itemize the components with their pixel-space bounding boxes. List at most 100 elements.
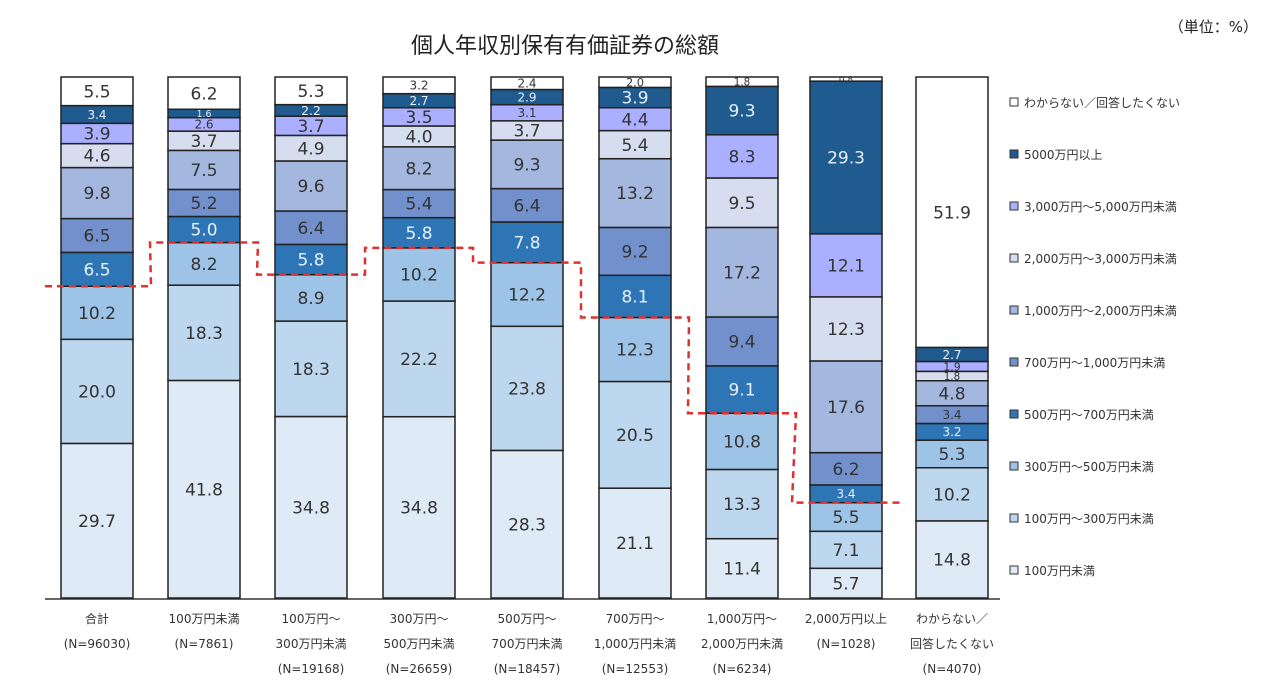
category-label: わからない／ — [916, 612, 988, 626]
bar-segment — [60, 217, 134, 254]
legend-label: 500万円～700万円未満 — [1024, 408, 1154, 422]
data-label: 9.1 — [728, 381, 755, 401]
data-label: 20.5 — [616, 426, 654, 446]
bar-segment — [705, 412, 779, 471]
legend-swatch — [1009, 253, 1019, 263]
bar-segment — [705, 365, 779, 414]
data-label: 2.7 — [942, 348, 961, 362]
data-label: 3.2 — [409, 79, 428, 93]
category-label: (N=26659) — [386, 662, 453, 676]
data-label: 5.4 — [405, 195, 432, 215]
bar-segment — [274, 160, 348, 212]
legend-label: 3,000万円～5,000万円未満 — [1024, 200, 1177, 214]
data-label: 3.9 — [83, 125, 110, 145]
legend-label: わからない／回答したくない — [1024, 95, 1180, 110]
data-label: 12.3 — [827, 320, 865, 340]
category-label: 100万円未満 — [169, 612, 240, 626]
legend-item: 500万円～700万円未満 — [1009, 408, 1154, 422]
data-label: 41.8 — [185, 480, 223, 500]
category-label: 2,000万円未満 — [701, 637, 783, 651]
bar-segment — [60, 76, 134, 107]
legend-label: 2,000万円～3,000万円未満 — [1024, 252, 1177, 266]
legend-swatch — [1009, 409, 1019, 419]
bar-segment — [167, 188, 241, 218]
data-label: 4.6 — [83, 147, 110, 167]
bar-segment — [915, 439, 989, 469]
data-label: 9.4 — [728, 333, 755, 353]
data-label: 5.4 — [621, 136, 648, 156]
category-label: 300万円未満 — [276, 637, 347, 651]
bar-segment — [809, 296, 883, 362]
data-label: 13.3 — [723, 495, 761, 515]
data-label: 3.5 — [405, 108, 432, 128]
data-label: 20.0 — [78, 382, 116, 402]
data-label: 3.4 — [87, 108, 106, 122]
bar-segment — [915, 520, 989, 599]
bar-segment — [167, 284, 241, 382]
unit-label: （単位：%） — [1168, 18, 1258, 36]
legend-swatch — [1009, 357, 1019, 367]
legend-label: 100万円未満 — [1024, 564, 1095, 578]
data-label: 22.2 — [400, 350, 438, 370]
data-label: 3.7 — [513, 122, 540, 142]
bar-segment — [382, 247, 456, 302]
data-label: 9.3 — [513, 155, 540, 175]
red-dashed-threshold-line — [45, 241, 900, 504]
bar-segment — [809, 76, 883, 82]
bar-segment — [274, 415, 348, 599]
bar-segment — [705, 537, 779, 599]
category-label: 100万円～ — [282, 612, 341, 626]
category-label: 回答したくない — [910, 636, 994, 651]
legend-item: わからない／回答したくない — [1009, 95, 1180, 110]
data-label: 5.5 — [83, 82, 110, 102]
bar-segment — [705, 76, 779, 88]
bar-segment — [915, 76, 989, 349]
data-label: 5.3 — [297, 82, 324, 102]
legend-swatch — [1009, 97, 1019, 107]
category-label: (N=96030) — [64, 637, 131, 651]
data-label: 9.6 — [297, 177, 324, 197]
data-label: 10.2 — [400, 266, 438, 286]
data-label: 2.0 — [626, 75, 644, 89]
legend-label: 700万円～1,000万円未満 — [1024, 356, 1165, 370]
data-label: 2.6 — [194, 118, 213, 132]
data-label: 6.2 — [190, 84, 217, 104]
data-label: 13.2 — [616, 184, 654, 204]
data-label: 11.4 — [723, 559, 761, 579]
data-label: 12.1 — [827, 256, 865, 276]
data-label: 3.7 — [297, 117, 324, 137]
bar-segment — [809, 501, 883, 533]
data-label: 14.8 — [933, 551, 971, 571]
bar-segment — [598, 487, 672, 599]
data-label: 9.8 — [83, 184, 110, 204]
data-label: 1.8 — [734, 76, 750, 88]
category-label: 500万円～ — [498, 612, 557, 626]
data-label: 2.2 — [301, 103, 321, 118]
bar-segment — [490, 187, 564, 223]
data-label: 8.1 — [621, 288, 648, 308]
data-label: 10.2 — [933, 485, 971, 505]
bar-segment — [490, 221, 564, 264]
bar-segment — [60, 442, 134, 599]
bar-segment — [60, 166, 134, 220]
data-label: 4.8 — [938, 384, 965, 404]
bar-segment — [809, 451, 883, 486]
bar-segment — [382, 146, 456, 191]
legend-item: 2,000万円～3,000万円未満 — [1009, 252, 1177, 266]
bar-segment — [167, 215, 241, 244]
category-label: (N=12553) — [602, 662, 669, 676]
data-label: 6.2 — [832, 460, 859, 480]
data-label: 10.2 — [78, 304, 116, 324]
bar-segment — [382, 415, 456, 599]
data-label: 1.9 — [943, 360, 960, 373]
bar-segment — [167, 379, 241, 599]
data-label: 5.2 — [190, 194, 217, 214]
data-label: 8.3 — [728, 147, 755, 167]
category-label: (N=1028) — [817, 637, 876, 651]
category-label: 300万円～ — [390, 612, 449, 626]
bar-segment — [167, 149, 241, 191]
data-label: 34.8 — [292, 498, 330, 518]
bar-segment — [598, 76, 672, 89]
bar-segment — [598, 380, 672, 489]
data-label: 1.6 — [197, 109, 212, 120]
